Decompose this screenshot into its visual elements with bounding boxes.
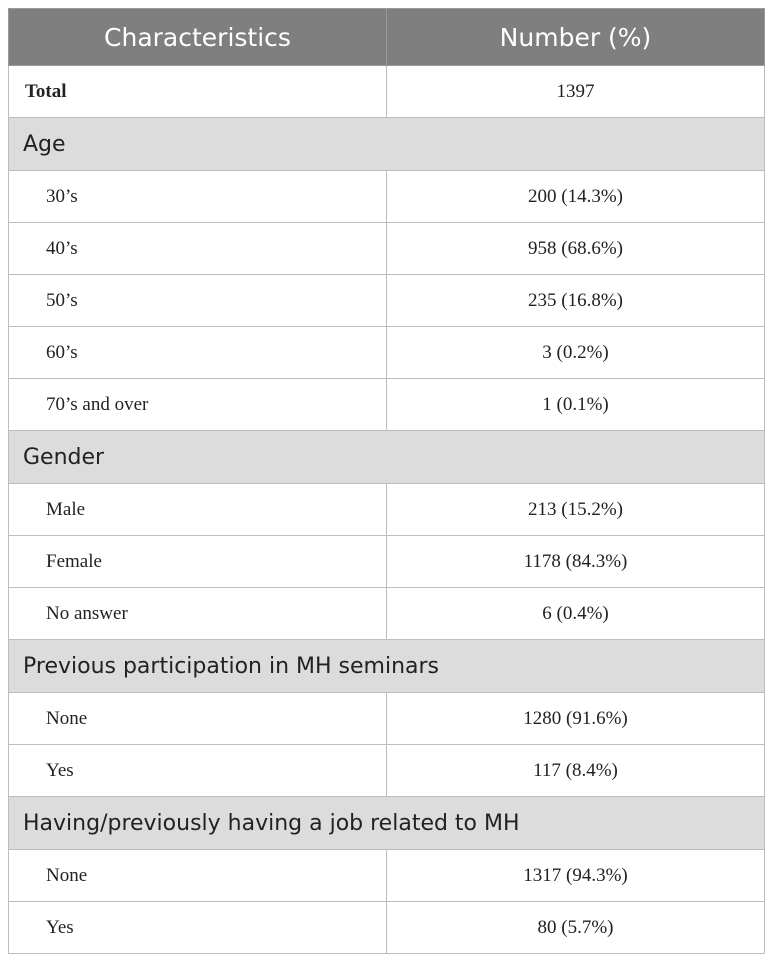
section-age: Age: [8, 117, 765, 171]
row-value: 200 (14.3%): [386, 170, 765, 223]
section-job: Having/previously having a job related t…: [8, 796, 765, 850]
table-row: Yes 117 (8.4%): [8, 744, 765, 797]
table-row: None 1317 (94.3%): [8, 849, 765, 902]
section-title: Gender: [8, 430, 765, 484]
table-row: None 1280 (91.6%): [8, 692, 765, 745]
section-seminars: Previous participation in MH seminars: [8, 639, 765, 693]
table-row: Female 1178 (84.3%): [8, 535, 765, 588]
table-row-total: Total 1397: [8, 65, 765, 118]
row-value: 958 (68.6%): [386, 222, 765, 275]
table-row: 40’s 958 (68.6%): [8, 222, 765, 275]
section-title: Previous participation in MH seminars: [8, 639, 765, 693]
row-label: None: [8, 692, 387, 745]
row-value: 1280 (91.6%): [386, 692, 765, 745]
table-row: Male 213 (15.2%): [8, 483, 765, 536]
row-label: Female: [8, 535, 387, 588]
header-number-percent: Number (%): [386, 8, 765, 66]
table-row: Yes 80 (5.7%): [8, 901, 765, 954]
row-value: 1 (0.1%): [386, 378, 765, 431]
row-label: None: [8, 849, 387, 902]
row-value: 80 (5.7%): [386, 901, 765, 954]
table-row: 70’s and over 1 (0.1%): [8, 378, 765, 431]
row-value: 1397: [386, 65, 765, 118]
row-value: 1317 (94.3%): [386, 849, 765, 902]
row-label: 60’s: [8, 326, 387, 379]
row-label: No answer: [8, 587, 387, 640]
row-value: 235 (16.8%): [386, 274, 765, 327]
row-label: 70’s and over: [8, 378, 387, 431]
row-label: 30’s: [8, 170, 387, 223]
table-row: 60’s 3 (0.2%): [8, 326, 765, 379]
section-title: Age: [8, 117, 765, 171]
row-value: 3 (0.2%): [386, 326, 765, 379]
row-value: 6 (0.4%): [386, 587, 765, 640]
row-label: 40’s: [8, 222, 387, 275]
table-row: No answer 6 (0.4%): [8, 587, 765, 640]
header-characteristics: Characteristics: [8, 8, 387, 66]
table-header-row: Characteristics Number (%): [8, 8, 765, 66]
row-label: 50’s: [8, 274, 387, 327]
row-value: 213 (15.2%): [386, 483, 765, 536]
section-gender: Gender: [8, 430, 765, 484]
row-label: Yes: [8, 901, 387, 954]
row-label: Total: [8, 65, 387, 118]
row-value: 1178 (84.3%): [386, 535, 765, 588]
characteristics-table: Characteristics Number (%) Total 1397 Ag…: [8, 8, 765, 954]
table-row: 50’s 235 (16.8%): [8, 274, 765, 327]
table-row: 30’s 200 (14.3%): [8, 170, 765, 223]
row-label: Male: [8, 483, 387, 536]
row-label: Yes: [8, 744, 387, 797]
section-title: Having/previously having a job related t…: [8, 796, 765, 850]
row-value: 117 (8.4%): [386, 744, 765, 797]
